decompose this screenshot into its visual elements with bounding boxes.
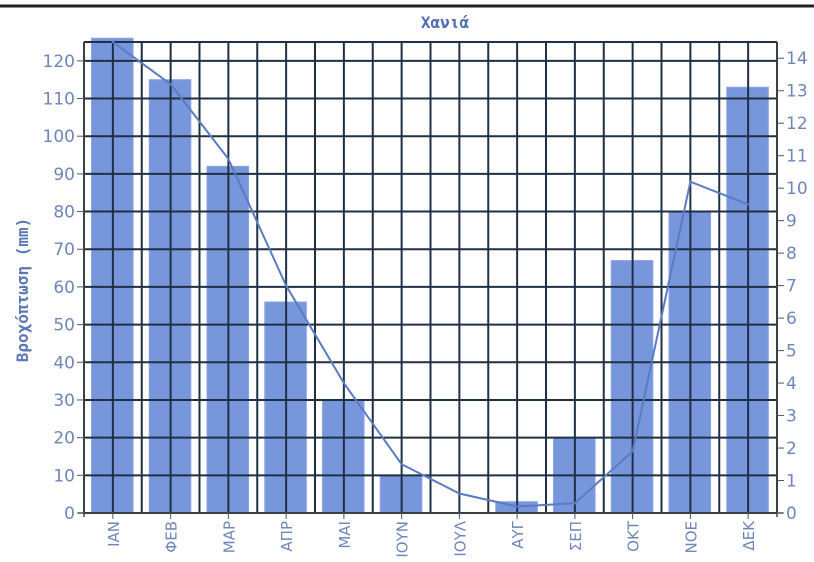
left-tick-label-110: 110 — [43, 90, 75, 110]
chart-title: Χανιά — [421, 13, 470, 32]
x-tick-label-5: ΙΟΥΝ — [394, 521, 412, 558]
left-tick-label-10: 10 — [53, 466, 75, 486]
line-point-5 — [400, 463, 403, 466]
right-tick-label-9: 9 — [786, 212, 797, 232]
right-tick-label-2: 2 — [786, 439, 797, 459]
line-point-10 — [689, 180, 692, 183]
right-tick-label-0: 0 — [786, 504, 797, 524]
y-axis-label: Βροχόπτωση (mm) — [13, 218, 32, 363]
left-tick-label-50: 50 — [53, 316, 75, 336]
right-tick-label-10: 10 — [786, 179, 808, 199]
line-point-2 — [227, 157, 230, 161]
left-tick-label-30: 30 — [53, 391, 75, 411]
x-tick-label-9: ΟΚΤ — [625, 520, 643, 552]
right-tick-label-4: 4 — [786, 374, 797, 394]
left-tick-label-60: 60 — [53, 278, 75, 298]
left-tick-label-70: 70 — [53, 240, 75, 260]
left-tick-label-100: 100 — [43, 127, 75, 147]
line-point-1 — [169, 83, 172, 86]
x-tick-label-3: ΑΠΡ — [278, 521, 296, 552]
right-tick-label-13: 13 — [786, 82, 808, 102]
left-tick-label-90: 90 — [53, 165, 75, 185]
line-point-9 — [631, 450, 634, 453]
right-tick-label-11: 11 — [786, 147, 808, 167]
x-tick-label-2: ΜΑΡ — [220, 521, 238, 553]
right-tick-label-1: 1 — [786, 472, 797, 492]
right-tick-label-7: 7 — [786, 277, 797, 297]
line-point-3 — [284, 284, 288, 287]
x-tick-label-0: ΙΑΝ — [105, 521, 123, 547]
left-tick-label-0: 0 — [64, 504, 75, 524]
line-point-7 — [515, 505, 519, 508]
axes: 0102030405060708090100110120012345678910… — [43, 42, 808, 558]
x-tick-label-4: ΜΑΙ — [336, 521, 354, 549]
right-tick-label-12: 12 — [786, 114, 808, 134]
line-point-8 — [573, 502, 577, 505]
right-tick-label-5: 5 — [786, 342, 797, 362]
x-tick-label-10: ΝΟΕ — [682, 521, 700, 554]
right-tick-label-8: 8 — [786, 244, 797, 264]
line-point-4 — [342, 381, 346, 385]
left-tick-label-80: 80 — [53, 203, 75, 223]
line-series-path — [112, 41, 749, 508]
left-tick-label-40: 40 — [53, 353, 75, 373]
right-tick-label-6: 6 — [786, 309, 797, 329]
x-tick-label-11: ΔΕΚ — [740, 520, 758, 551]
left-tick-label-120: 120 — [43, 52, 75, 72]
x-tick-label-7: ΑΥΓ — [509, 520, 527, 548]
line-series — [111, 40, 750, 508]
left-tick-label-20: 20 — [53, 429, 75, 449]
line-point-0 — [111, 40, 115, 44]
x-tick-label-8: ΣΕΠ — [567, 521, 585, 551]
x-tick-label-1: ΦΕΒ — [163, 521, 181, 553]
right-tick-label-14: 14 — [786, 49, 808, 69]
right-tick-label-3: 3 — [786, 407, 797, 427]
line-point-11 — [746, 203, 750, 206]
line-point-6 — [458, 492, 461, 495]
x-tick-label-6: ΙΟΥΛ — [451, 520, 469, 556]
